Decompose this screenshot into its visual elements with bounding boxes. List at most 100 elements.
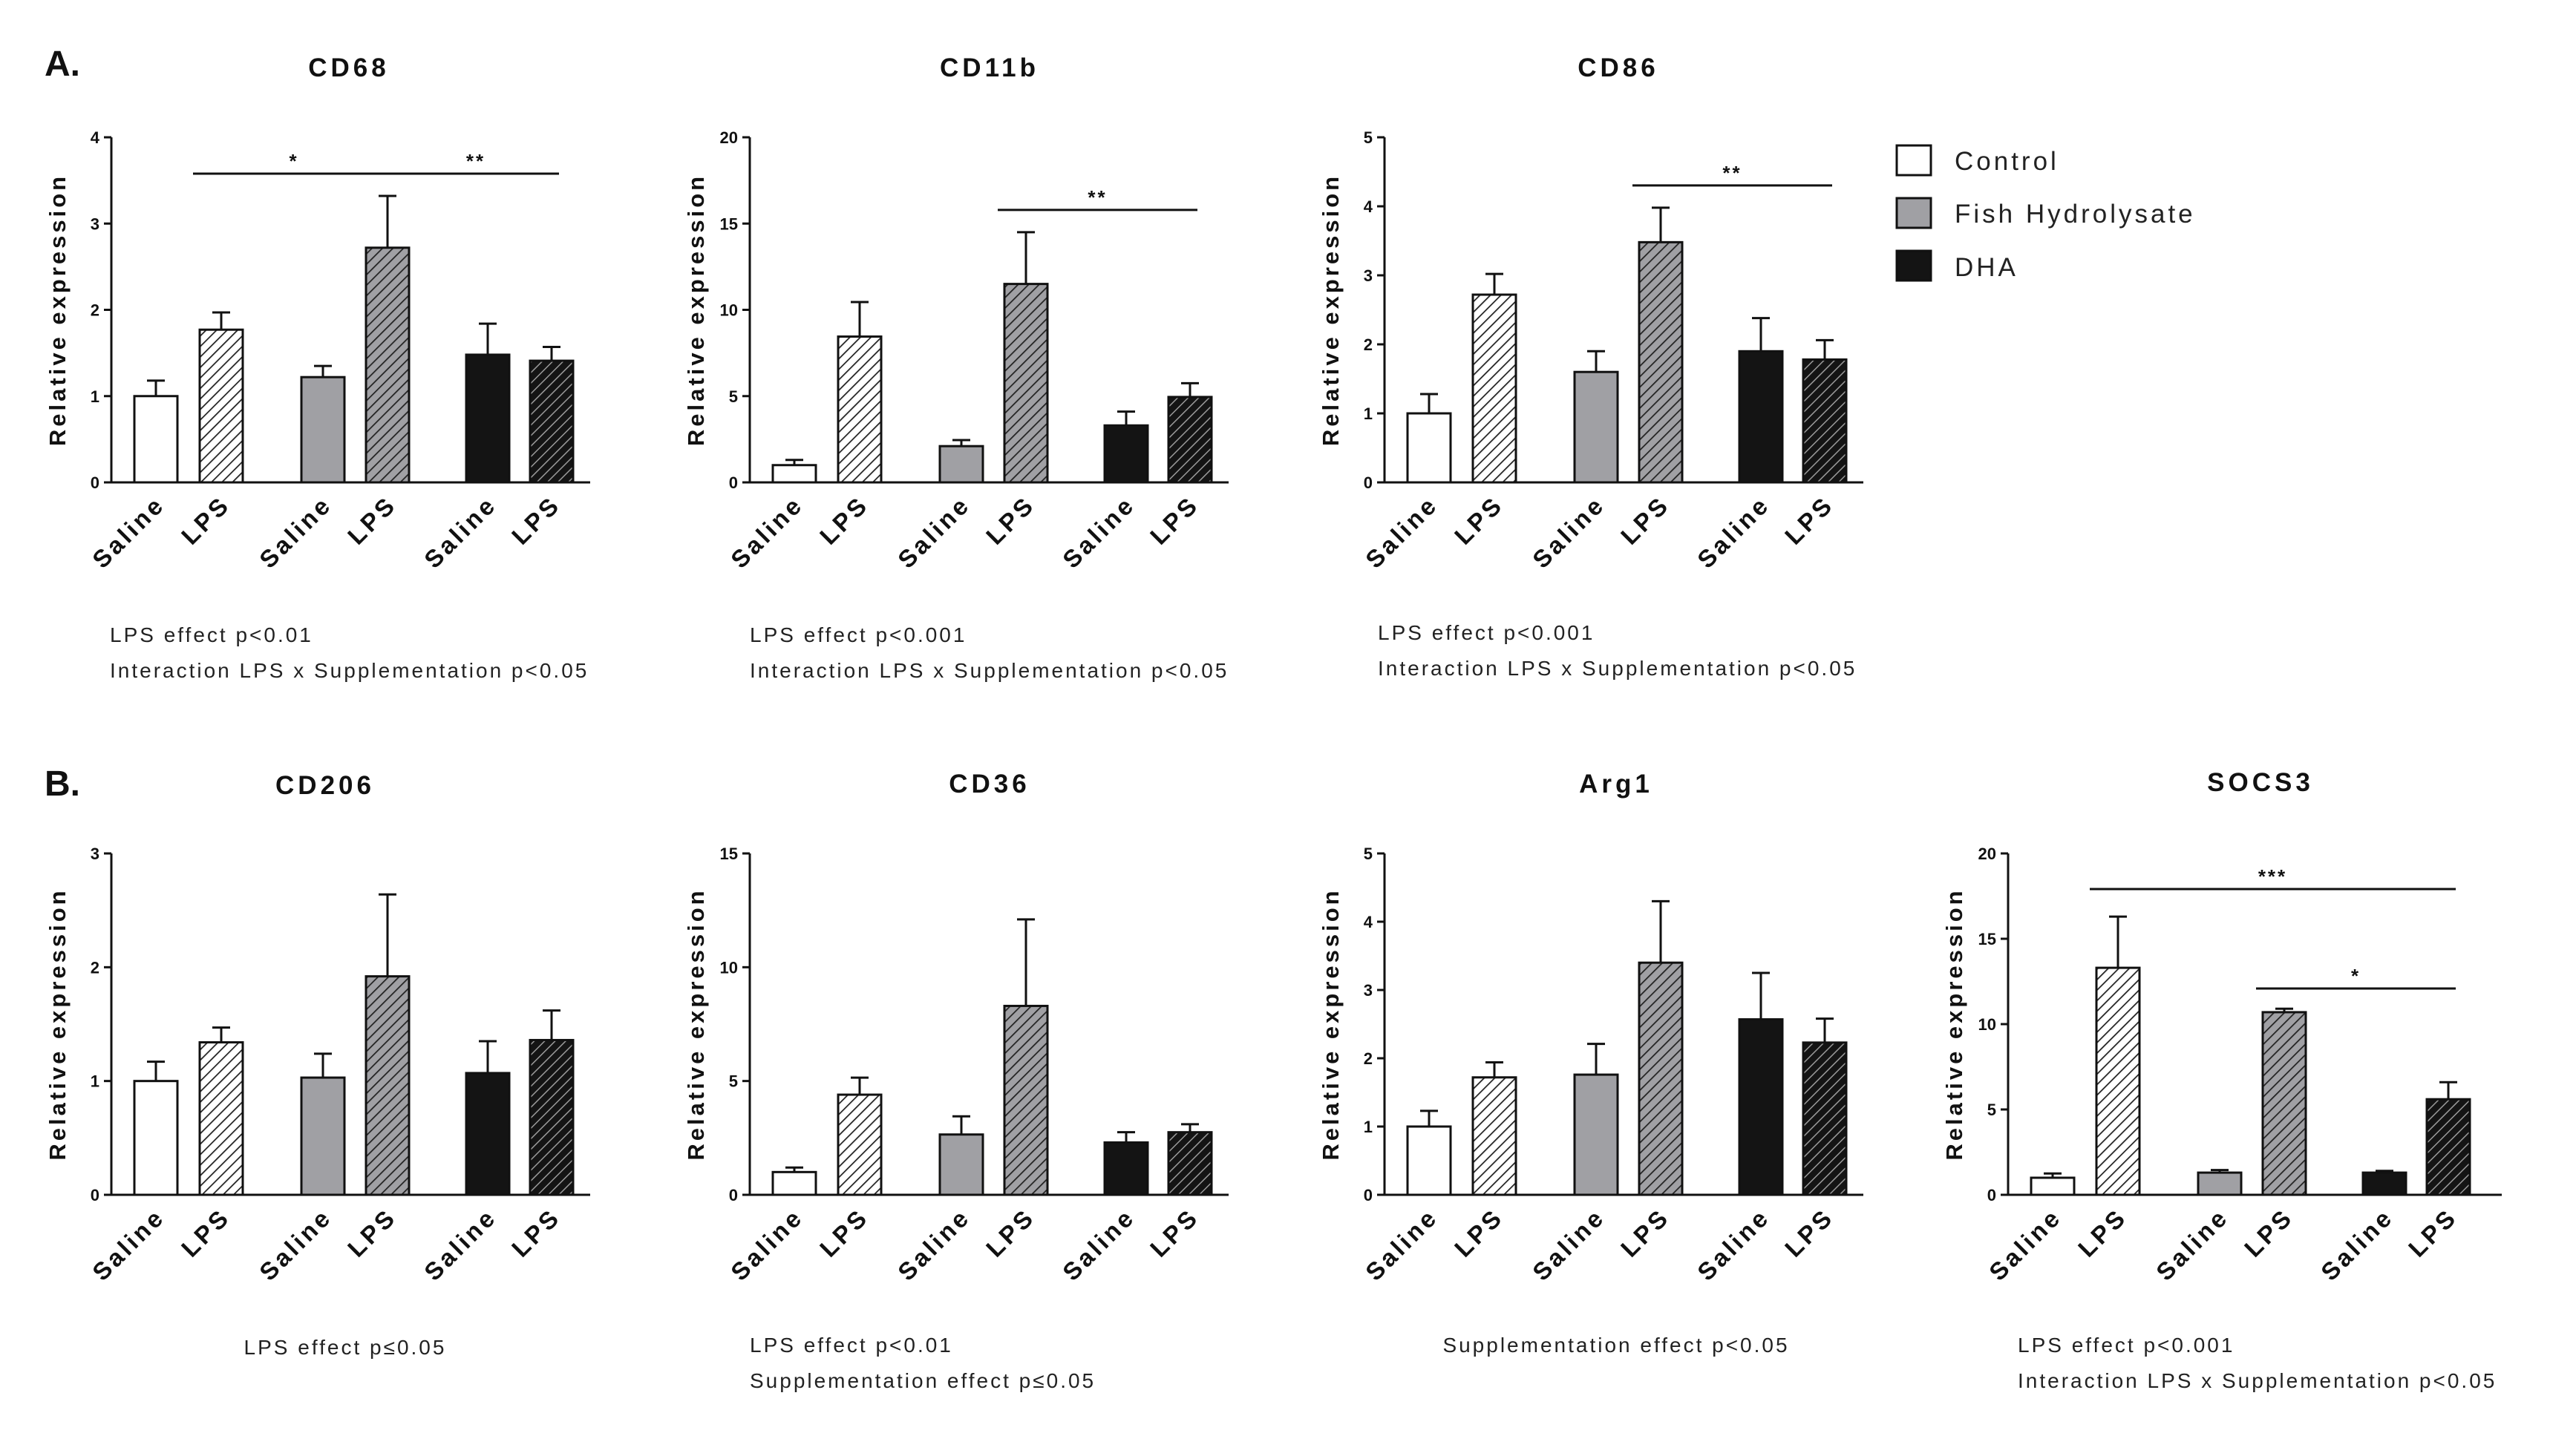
significance-label: * — [2351, 965, 2361, 987]
bar-control-saline — [133, 1080, 179, 1196]
bar-control-saline — [771, 464, 817, 484]
y-tick-label: 0 — [729, 473, 738, 492]
bar-control-lps — [198, 328, 244, 484]
significance-label: * — [289, 150, 298, 172]
legend-label-control: Control — [1955, 147, 2059, 176]
x-tick-label: Saline — [1360, 491, 1443, 574]
y-tick-label: 2 — [91, 301, 99, 320]
y-axis-label: Relative expression — [45, 888, 71, 1160]
bar-control-saline — [2030, 1176, 2076, 1196]
y-tick-label: 4 — [91, 128, 100, 147]
x-tick-label: LPS — [506, 1203, 566, 1262]
x-tick-label: Saline — [87, 491, 170, 574]
x-tick-label: Saline — [725, 1203, 808, 1286]
x-tick-label: Saline — [1692, 1203, 1775, 1286]
bar-dha-lps — [1167, 1131, 1213, 1196]
stats-note: Interaction LPS x Supplementation p<0.05 — [2018, 1369, 2497, 1392]
bar-fish-hydrolysate-saline — [938, 1133, 984, 1196]
legend-swatch-fish-hydrolysate — [1895, 197, 1932, 229]
bar-fish-hydrolysate-lps — [1638, 961, 1684, 1196]
bar-fish-hydrolysate-lps — [365, 975, 411, 1196]
bar-control-saline — [1406, 1125, 1452, 1196]
significance-label: ** — [466, 150, 486, 172]
x-tick-label: LPS — [176, 491, 235, 550]
y-tick-label: 4 — [1364, 197, 1373, 216]
x-tick-label: LPS — [2073, 1203, 2132, 1262]
chart-title: CD36 — [949, 770, 1030, 799]
y-axis-label: Relative expression — [45, 174, 71, 446]
legend-swatch-dha — [1895, 249, 1932, 282]
panel-label-a: A. — [45, 45, 80, 84]
legend-label-fish-hydrolysate: Fish Hydrolysate — [1955, 200, 2196, 229]
stats-note: Supplementation effect p<0.05 — [1442, 1334, 1789, 1357]
chart-title: CD86 — [1578, 53, 1658, 82]
y-tick-label: 20 — [720, 128, 738, 147]
bar-dha-saline — [465, 353, 511, 484]
chart-title: CD68 — [308, 53, 389, 82]
y-tick-label: 1 — [1364, 1118, 1373, 1136]
x-tick-label: Saline — [87, 1203, 170, 1286]
y-tick-label: 0 — [1987, 1186, 1996, 1204]
y-tick-label: 15 — [1978, 930, 1996, 948]
chart-title: CD206 — [275, 771, 375, 800]
significance-label: ** — [1722, 162, 1742, 184]
y-tick-label: 1 — [91, 387, 99, 406]
x-tick-label: Saline — [1692, 491, 1775, 574]
x-tick-label: LPS — [1615, 1203, 1675, 1262]
y-tick-label: 0 — [91, 1186, 99, 1204]
y-tick-label: 3 — [91, 214, 99, 233]
x-tick-label: Saline — [725, 491, 808, 574]
chart-title: CD11b — [940, 53, 1039, 82]
y-tick-label: 1 — [91, 1072, 99, 1091]
x-tick-label: LPS — [1779, 491, 1839, 550]
bar-control-lps — [1471, 293, 1517, 484]
y-tick-label: 3 — [1364, 266, 1373, 285]
y-tick-label: 5 — [1987, 1101, 1996, 1119]
bar-control-lps — [198, 1041, 244, 1196]
y-tick-label: 2 — [1364, 1049, 1373, 1068]
x-tick-label: LPS — [1145, 1203, 1204, 1262]
bar-control-saline — [133, 395, 179, 484]
y-tick-label: 2 — [1364, 335, 1373, 354]
y-axis-label: Relative expression — [683, 174, 709, 446]
y-tick-label: 5 — [729, 1072, 738, 1091]
bar-fish-hydrolysate-saline — [1573, 370, 1619, 484]
bar-dha-lps — [529, 359, 575, 484]
x-tick-label: LPS — [2403, 1203, 2462, 1262]
bar-control-lps — [1471, 1076, 1517, 1196]
bar-fish-hydrolysate-saline — [300, 1076, 346, 1196]
x-tick-label: LPS — [814, 491, 874, 550]
bar-fish-hydrolysate-saline — [2197, 1171, 2243, 1196]
y-tick-label: 20 — [1978, 845, 1996, 863]
bar-control-lps — [2095, 966, 2141, 1196]
y-tick-label: 5 — [1364, 845, 1373, 863]
x-tick-label: LPS — [1779, 1203, 1839, 1262]
x-tick-label: Saline — [254, 491, 337, 574]
y-tick-label: 15 — [720, 845, 738, 863]
y-tick-label: 2 — [91, 958, 99, 977]
bar-fish-hydrolysate-saline — [1573, 1073, 1619, 1196]
panel-label-b: B. — [45, 764, 80, 804]
stats-note: LPS effect p<0.001 — [1378, 621, 1595, 644]
bar-dha-lps — [1802, 1041, 1848, 1196]
x-tick-label: Saline — [254, 1203, 337, 1286]
x-tick-label: Saline — [2315, 1203, 2399, 1286]
y-axis-label: Relative expression — [683, 888, 709, 1160]
y-tick-label: 0 — [729, 1186, 738, 1204]
stats-note: Supplementation effect p≤0.05 — [750, 1369, 1096, 1392]
bar-fish-hydrolysate-lps — [1003, 283, 1049, 484]
bar-fish-hydrolysate-lps — [1638, 240, 1684, 484]
bar-control-lps — [837, 1093, 883, 1196]
x-tick-label: Saline — [892, 1203, 975, 1286]
x-tick-label: Saline — [419, 1203, 502, 1286]
x-tick-label: LPS — [1145, 491, 1204, 550]
significance-label: ** — [1088, 186, 1107, 209]
stats-note: Interaction LPS x Supplementation p<0.05 — [750, 659, 1229, 682]
x-tick-label: LPS — [1449, 1203, 1508, 1262]
